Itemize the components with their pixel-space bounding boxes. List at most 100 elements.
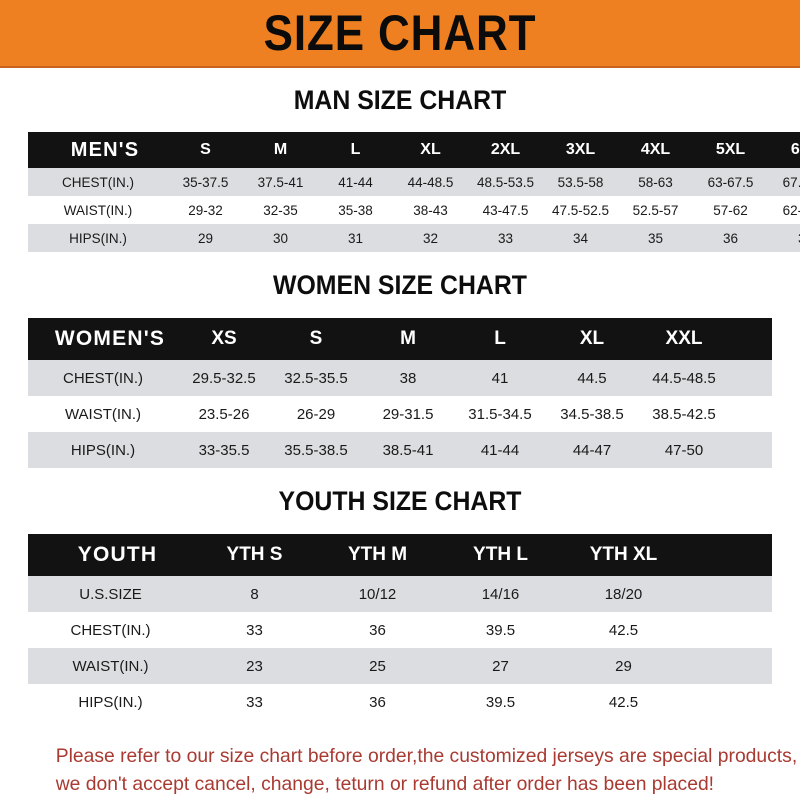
men-measurement-cell: 62-66.5 [768, 196, 800, 224]
men-measurement-cell: 52.5-57 [618, 196, 693, 224]
men-size-section: MAN SIZE CHART MEN'SSMLXL2XL3XL4XL5XL6XL… [28, 68, 800, 252]
men-size-header: 2XL [468, 132, 543, 168]
youth-measurement-cell: 23 [193, 648, 316, 684]
youth-measurement-cell: 10/12 [316, 576, 439, 612]
table-row: WAIST(IN.) 23.5-26 26-29 29-31.5 31.5-34.5 34… [28, 396, 772, 432]
men-measurement-cell: 57-62 [693, 196, 768, 224]
men-measurement-cell: 35-37.5 [168, 168, 243, 196]
men-measurement-cell: 44-48.5 [393, 168, 468, 196]
women-measurement-cell: 29-31.5 [362, 396, 454, 432]
order-policy-note-line-1: Please refer to our size chart before or… [55, 745, 798, 767]
youth-row-label: CHEST(IN.) [28, 612, 193, 648]
women-measurement-cell: 44-47 [546, 432, 638, 468]
youth-measurement-cell: 39.5 [439, 684, 562, 720]
men-measurement-cell: 48.5-53.5 [468, 168, 543, 196]
women-size-table: WOMEN'S XS S M L XL XXL CHEST(IN.) 29.5-32.5 32.… [28, 318, 772, 468]
youth-measurement-cell: 42.5 [562, 612, 685, 648]
youth-header-filler [685, 534, 772, 576]
youth-measurement-cell: 27 [439, 648, 562, 684]
women-measurement-cell: 38.5-41 [362, 432, 454, 468]
youth-table-body: U.S.SIZE 8 10/12 14/16 18/20 CHEST(IN.) 33 36 39… [28, 576, 772, 720]
youth-measurement-cell: 42.5 [562, 684, 685, 720]
youth-measurement-cell: 14/16 [439, 576, 562, 612]
table-row: WAIST(IN.) 23 25 27 29 [28, 648, 772, 684]
table-row: U.S.SIZE 8 10/12 14/16 18/20 [28, 576, 772, 612]
table-row: WAIST(IN.) 29-32 32-35 35-38 38-43 43-47.5 47.… [28, 196, 800, 224]
men-table-body: CHEST(IN.) 35-37.5 37.5-41 41-44 44-48.5 48.5… [28, 168, 800, 252]
men-measurement-cell: 37.5-41 [243, 168, 318, 196]
women-header-row: WOMEN'S XS S M L XL XXL [28, 318, 772, 360]
youth-measurement-cell: 25 [316, 648, 439, 684]
table-row: HIPS(IN.)293031323334353637 [28, 224, 800, 252]
men-measurement-cell: 67.5-72 [768, 168, 800, 196]
table-row: CHEST(IN.) 33 36 39.5 42.5 [28, 612, 772, 648]
women-table-body: CHEST(IN.) 29.5-32.5 32.5-35.5 38 41 44.5 44.5… [28, 360, 772, 468]
youth-row-filler [685, 576, 772, 612]
men-size-header: 3XL [543, 132, 618, 168]
men-measurement-cell: 32-35 [243, 196, 318, 224]
women-header-filler [730, 318, 772, 360]
women-section-title: WOMEN SIZE CHART [273, 270, 527, 300]
youth-size-table: YOUTH YTH S YTH M YTH L YTH XL U.S.SIZE 8 10/1… [28, 534, 772, 720]
men-size-header: 6XL [768, 132, 800, 168]
men-header-row: MEN'SSMLXL2XL3XL4XL5XL6XL [28, 132, 800, 168]
women-size-header: XXL [638, 318, 730, 360]
men-size-header: 5XL [693, 132, 768, 168]
youth-size-header: YTH XL [562, 534, 685, 576]
youth-size-header: YTH M [316, 534, 439, 576]
youth-measurement-cell: 33 [193, 612, 316, 648]
table-row: CHEST(IN.) 35-37.5 37.5-41 41-44 44-48.5 48.5… [28, 168, 800, 196]
women-size-header: XL [546, 318, 638, 360]
youth-measurement-cell: 29 [562, 648, 685, 684]
women-measurement-cell: 47-50 [638, 432, 730, 468]
youth-section-title: YOUTH SIZE CHART [278, 486, 522, 516]
men-measurement-cell: 41-44 [318, 168, 393, 196]
youth-row-label: WAIST(IN.) [28, 648, 193, 684]
page-title: SIZE CHART [263, 5, 537, 61]
women-size-section: WOMEN SIZE CHART WOMEN'S XS S M L XL XXL CHEST… [28, 252, 772, 468]
women-measurement-cell: 26-29 [270, 396, 362, 432]
women-size-header: S [270, 318, 362, 360]
men-size-header: L [318, 132, 393, 168]
women-corner-label: WOMEN'S [28, 318, 178, 360]
men-measurement-cell: 38-43 [393, 196, 468, 224]
women-measurement-cell: 33-35.5 [178, 432, 270, 468]
youth-size-header: YTH S [193, 534, 316, 576]
youth-measurement-cell: 8 [193, 576, 316, 612]
men-measurement-cell: 35 [618, 224, 693, 252]
women-row-filler [730, 360, 772, 396]
men-row-label: CHEST(IN.) [28, 168, 168, 196]
order-policy-note: Please refer to our size chart before or… [28, 720, 798, 799]
men-corner-label: MEN'S [28, 132, 168, 168]
youth-size-header: YTH L [439, 534, 562, 576]
men-size-header: S [168, 132, 243, 168]
men-measurement-cell: 31 [318, 224, 393, 252]
men-measurement-cell: 34 [543, 224, 618, 252]
women-measurement-cell: 32.5-35.5 [270, 360, 362, 396]
youth-row-label: HIPS(IN.) [28, 684, 193, 720]
men-row-label: HIPS(IN.) [28, 224, 168, 252]
men-row-label: WAIST(IN.) [28, 196, 168, 224]
women-measurement-cell: 29.5-32.5 [178, 360, 270, 396]
men-size-header: M [243, 132, 318, 168]
men-table-head: MEN'SSMLXL2XL3XL4XL5XL6XL [28, 132, 800, 168]
youth-measurement-cell: 36 [316, 684, 439, 720]
youth-measurement-cell: 18/20 [562, 576, 685, 612]
youth-measurement-cell: 36 [316, 612, 439, 648]
women-table-head: WOMEN'S XS S M L XL XXL [28, 318, 772, 360]
women-measurement-cell: 38 [362, 360, 454, 396]
men-measurement-cell: 29 [168, 224, 243, 252]
youth-corner-label: YOUTH [28, 534, 193, 576]
men-size-header: 4XL [618, 132, 693, 168]
women-size-header: XS [178, 318, 270, 360]
women-row-filler [730, 432, 772, 468]
youth-row-filler [685, 648, 772, 684]
men-section-title: MAN SIZE CHART [293, 85, 507, 115]
women-row-label: WAIST(IN.) [28, 396, 178, 432]
men-measurement-cell: 63-67.5 [693, 168, 768, 196]
women-row-label: CHEST(IN.) [28, 360, 178, 396]
women-measurement-cell: 44.5-48.5 [638, 360, 730, 396]
women-measurement-cell: 23.5-26 [178, 396, 270, 432]
men-measurement-cell: 33 [468, 224, 543, 252]
youth-measurement-cell: 33 [193, 684, 316, 720]
